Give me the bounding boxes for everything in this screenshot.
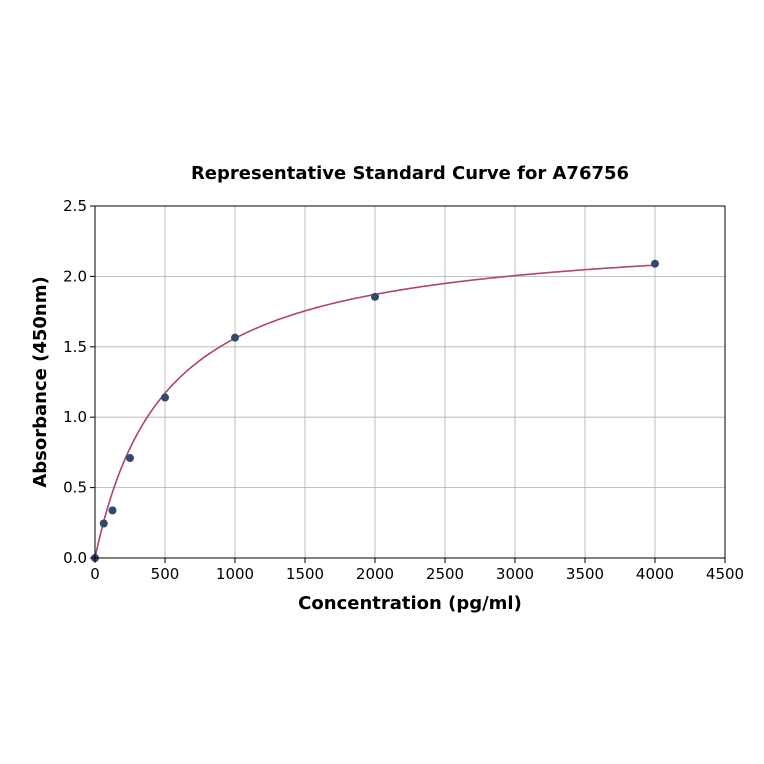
data-point — [161, 393, 169, 402]
x-tick-label: 1000 — [216, 565, 254, 583]
x-tick-label: 2500 — [426, 565, 464, 583]
x-axis-ticks: 0 500 1000 1500 2000 2500 3000 3500 4000 4500 — [90, 558, 744, 583]
data-point — [371, 292, 379, 301]
x-tick-label: 500 — [151, 565, 180, 583]
data-point — [231, 333, 239, 342]
y-axis-label: Absorbance (450nm) — [30, 276, 51, 487]
y-axis-ticks: 0.0 0.5 1.0 1.5 2.0 2.5 — [63, 197, 95, 567]
y-tick-label: 2.5 — [63, 197, 87, 215]
y-tick-label: 0.0 — [63, 549, 87, 567]
x-tick-label: 2000 — [356, 565, 394, 583]
y-tick-label: 0.5 — [63, 479, 87, 497]
data-point — [126, 454, 134, 463]
x-tick-label: 4500 — [706, 565, 744, 583]
y-tick-label: 1.5 — [63, 338, 87, 356]
y-tick-label: 2.0 — [63, 267, 87, 285]
data-points — [91, 259, 659, 562]
grid — [94, 205, 726, 559]
x-tick-label: 3000 — [496, 565, 534, 583]
chart-title: Representative Standard Curve for A76756 — [191, 163, 629, 184]
data-point — [108, 506, 117, 515]
x-tick-label: 3500 — [566, 565, 604, 583]
x-axis-label: Concentration (pg/ml) — [298, 593, 522, 614]
data-point — [99, 519, 108, 528]
y-tick-label: 1.0 — [63, 408, 87, 426]
x-tick-label: 4000 — [636, 565, 674, 583]
x-tick-label: 0 — [90, 565, 100, 583]
x-tick-label: 1500 — [286, 565, 324, 583]
data-point — [651, 259, 659, 268]
plot-frame — [94, 205, 726, 559]
